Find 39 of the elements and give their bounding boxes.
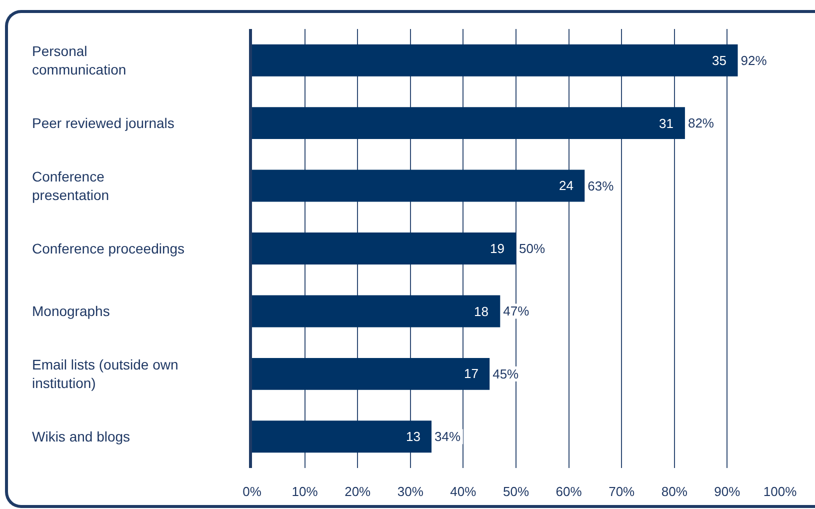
x-tick-label: 10% xyxy=(292,484,318,499)
data-label: 50% xyxy=(519,241,546,256)
annotation: 24 xyxy=(559,178,574,193)
annotation: 18 xyxy=(474,304,488,319)
bar xyxy=(252,358,490,390)
data-label: 34% xyxy=(434,429,461,444)
annotation: 17 xyxy=(464,366,478,381)
y-tick-label: Email lists (outside own institution) xyxy=(32,356,178,391)
annotation: 13 xyxy=(406,429,420,444)
x-tick-label: 100% xyxy=(763,484,798,499)
x-tick-label: 0% xyxy=(242,484,262,499)
annotation: 19 xyxy=(490,241,504,256)
bar xyxy=(252,295,500,328)
x-tick-label: 80% xyxy=(661,484,688,499)
bar xyxy=(252,107,685,140)
data-label: 47% xyxy=(503,304,530,319)
y-tick-label: Conference proceedings xyxy=(32,240,185,256)
x-tick-label: 20% xyxy=(344,484,372,499)
data-label: 82% xyxy=(688,116,714,131)
x-tick-label: 70% xyxy=(608,484,636,499)
y-tick-label: Monographs xyxy=(32,303,110,320)
bar xyxy=(252,170,585,202)
x-tick-label: 50% xyxy=(502,484,530,499)
annotation: 35 xyxy=(712,53,726,68)
y-tick-label: Wikis and blogs xyxy=(32,428,130,445)
bar xyxy=(252,232,516,264)
annotation: 31 xyxy=(659,116,674,131)
x-tick-label: 40% xyxy=(450,484,477,499)
y-tick-label: Conference presentation xyxy=(32,168,110,203)
data-label: 63% xyxy=(588,178,614,194)
x-tick-label: 30% xyxy=(397,484,424,499)
bar xyxy=(252,420,432,453)
x-tick-label: 90% xyxy=(714,484,741,499)
bar xyxy=(252,44,738,76)
data-label: 92% xyxy=(740,52,768,68)
y-tick-label: Peer reviewed journals xyxy=(32,114,174,131)
x-tick-label: 60% xyxy=(556,484,582,499)
y-tick-label: Personal communication xyxy=(32,43,126,78)
data-label: 45% xyxy=(492,366,520,382)
